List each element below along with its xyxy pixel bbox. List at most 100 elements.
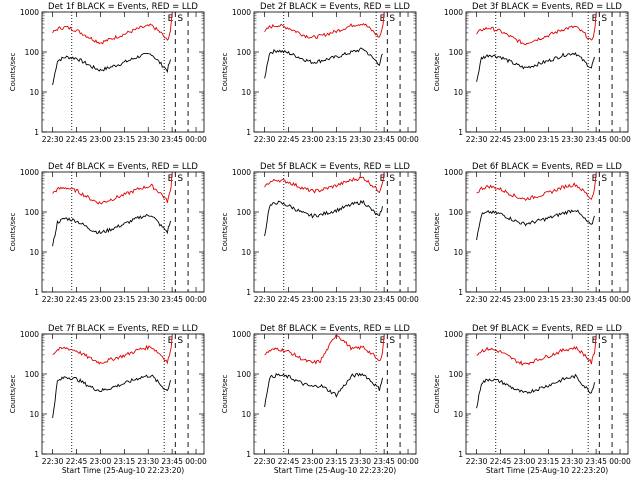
x-tick-label: 22:30 <box>254 295 276 304</box>
x-tick-label: 23:30 <box>561 135 583 144</box>
x-tick-label: 22:45 <box>490 457 512 466</box>
event-label-E: E <box>380 174 386 184</box>
y-tick-label: 1000 <box>20 330 39 339</box>
y-tick-label: 100 <box>449 48 464 57</box>
y-tick-label: 10 <box>241 410 251 419</box>
plot-frame <box>41 333 205 455</box>
chart-title: Det 7f BLACK = Events, RED = LLD <box>48 324 198 334</box>
x-tick-label: 22:45 <box>278 457 300 466</box>
event-label-S: S <box>177 14 183 24</box>
x-tick-label: 23:00 <box>90 457 112 466</box>
x-tick-label: 00:00 <box>397 295 419 304</box>
plot-frame <box>41 171 205 293</box>
x-tick-label: 22:30 <box>466 295 488 304</box>
y-axis-label: Counts/sec <box>9 53 17 92</box>
chart-title: Det 3f BLACK = Events, RED = LLD <box>472 2 622 12</box>
x-tick-label: 23:15 <box>326 135 348 144</box>
y-axis-label: Counts/sec <box>221 53 229 92</box>
event-label-E: E <box>168 14 174 24</box>
chart-panel-8: Det 8f BLACK = Events, RED = LLD 1 10 100 10… <box>221 324 419 475</box>
x-tick-label: 00:00 <box>185 457 207 466</box>
y-tick-label: 1 <box>246 128 251 137</box>
lld-series-line <box>476 335 597 366</box>
x-tick-label: 22:45 <box>66 457 88 466</box>
x-tick-label: 23:15 <box>538 457 560 466</box>
x-tick-label: 00:00 <box>609 135 631 144</box>
x-tick-label: 23:00 <box>514 295 536 304</box>
y-tick-label: 10 <box>29 248 39 257</box>
x-tick-label: 23:45 <box>585 457 607 466</box>
x-tick-label: 22:30 <box>254 135 276 144</box>
event-label-E: E <box>592 336 598 346</box>
x-tick-label: 23:15 <box>114 135 136 144</box>
y-tick-label: 1000 <box>20 8 39 17</box>
chart-title: Det 2f BLACK = Events, RED = LLD <box>260 2 410 12</box>
x-axis-label: Start Time (25-Aug-10 22:23:20) <box>62 466 184 475</box>
y-tick-label: 1 <box>458 450 463 459</box>
y-tick-label: 10 <box>453 248 463 257</box>
y-tick-label: 1000 <box>444 8 463 17</box>
y-tick-label: 10 <box>453 88 463 97</box>
y-tick-label: 1000 <box>20 168 39 177</box>
chart-panel-6: Det 6f BLACK = Events, RED = LLD 1 10 100 10… <box>433 162 631 304</box>
event-label-E: E <box>592 14 598 24</box>
x-tick-label: 22:45 <box>490 135 512 144</box>
x-tick-label: 23:00 <box>514 135 536 144</box>
x-tick-label: 23:15 <box>538 295 560 304</box>
event-label-E: E <box>168 336 174 346</box>
y-tick-label: 100 <box>449 208 464 217</box>
x-tick-label: 23:15 <box>326 457 348 466</box>
event-label-E: E <box>380 336 386 346</box>
x-tick-label: 00:00 <box>185 295 207 304</box>
y-tick-label: 10 <box>241 88 251 97</box>
x-tick-label: 22:30 <box>466 457 488 466</box>
x-tick-label: 23:30 <box>137 295 159 304</box>
event-label-S: S <box>389 14 395 24</box>
y-tick-label: 1000 <box>232 168 251 177</box>
x-tick-label: 23:30 <box>349 295 371 304</box>
x-tick-label: 23:45 <box>585 295 607 304</box>
x-tick-label: 22:30 <box>42 135 64 144</box>
chart-panel-9: Det 9f BLACK = Events, RED = LLD 1 10 100 10… <box>433 324 631 475</box>
lld-series-line <box>264 12 385 40</box>
chart-title: Det 8f BLACK = Events, RED = LLD <box>260 324 410 334</box>
y-axis-label: Counts/sec <box>9 213 17 252</box>
x-tick-label: 22:45 <box>278 295 300 304</box>
x-tick-label: 23:00 <box>302 135 324 144</box>
y-tick-label: 1 <box>458 288 463 297</box>
x-tick-label: 22:30 <box>254 457 276 466</box>
x-tick-label: 23:45 <box>161 457 183 466</box>
y-tick-label: 100 <box>237 208 252 217</box>
y-tick-label: 10 <box>241 248 251 257</box>
event-label-S: S <box>601 336 607 346</box>
y-tick-label: 100 <box>237 48 252 57</box>
events-series-line <box>476 51 595 82</box>
events-series-line <box>264 372 383 408</box>
y-tick-label: 1000 <box>444 168 463 177</box>
y-tick-label: 1 <box>34 128 39 137</box>
chart-title: Det 9f BLACK = Events, RED = LLD <box>472 324 622 334</box>
y-tick-label: 10 <box>29 88 39 97</box>
event-label-S: S <box>177 336 183 346</box>
x-axis-label: Start Time (25-Aug-10 22:23:20) <box>486 466 608 475</box>
chart-panel-3: Det 3f BLACK = Events, RED = LLD 1 10 100 10… <box>433 2 631 144</box>
y-axis-label: Counts/sec <box>433 53 441 92</box>
x-tick-label: 23:45 <box>373 457 395 466</box>
y-axis-label: Counts/sec <box>9 375 17 414</box>
event-label-E: E <box>380 14 386 24</box>
y-tick-label: 1 <box>246 288 251 297</box>
y-tick-label: 100 <box>25 370 40 379</box>
event-label-S: S <box>177 174 183 184</box>
plot-frame <box>465 11 629 133</box>
x-tick-label: 23:15 <box>326 295 348 304</box>
event-label-E: E <box>168 174 174 184</box>
events-series-line <box>264 199 383 237</box>
events-series-line <box>52 374 171 418</box>
plot-frame <box>253 11 417 133</box>
events-series-line <box>52 213 171 247</box>
lld-series-line <box>52 13 173 45</box>
lld-series-line <box>52 173 173 205</box>
events-series-line <box>476 373 595 409</box>
x-tick-label: 23:30 <box>561 457 583 466</box>
